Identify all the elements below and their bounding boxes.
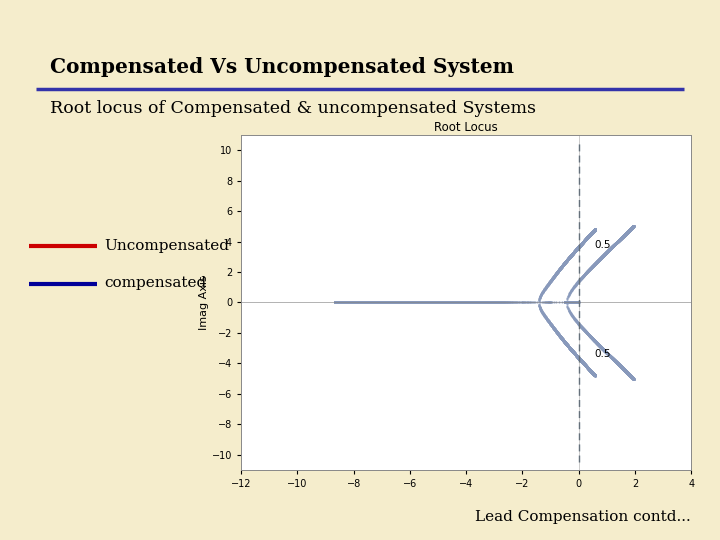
Title: Root Locus: Root Locus <box>434 121 498 134</box>
Y-axis label: Imag Axis: Imag Axis <box>199 275 209 330</box>
Text: compensated: compensated <box>104 276 207 291</box>
Text: Compensated Vs Uncompensated System: Compensated Vs Uncompensated System <box>50 57 514 77</box>
Text: Root locus of Compensated & uncompensated Systems: Root locus of Compensated & uncompensate… <box>50 100 536 117</box>
Text: Uncompensated: Uncompensated <box>104 239 230 253</box>
Text: 0.5: 0.5 <box>594 240 611 249</box>
Text: Lead Compensation contd...: Lead Compensation contd... <box>475 510 691 524</box>
Text: 0.5: 0.5 <box>594 349 611 359</box>
